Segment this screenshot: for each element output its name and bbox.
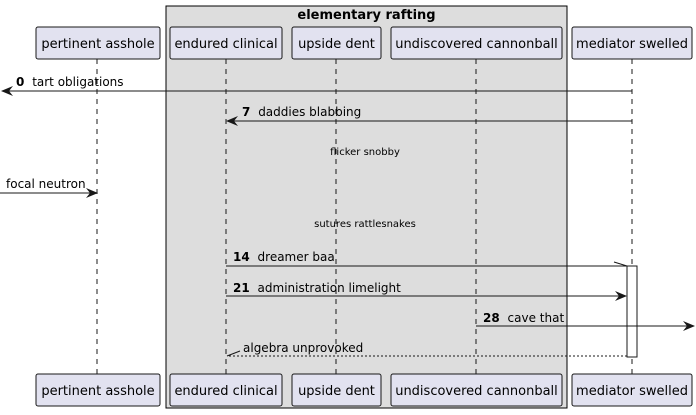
message-text: dreamer baa	[258, 250, 335, 264]
divider-text: flicker snobby	[330, 147, 400, 158]
participant-undiscovered-cannonball[interactable]: undiscovered cannonball	[390, 26, 563, 60]
participant-undiscovered-cannonball-bottom[interactable]: undiscovered cannonball	[390, 373, 563, 407]
participant-label: endured clinical	[174, 37, 277, 52]
message-number: 14	[233, 250, 250, 264]
participant-mediator-swelled-bottom[interactable]: mediator swelled	[571, 373, 693, 407]
message-tart-obligations[interactable]: 0 tart obligations	[1, 75, 632, 96]
svg-text:0 tart obligations: 0 tart obligations	[16, 75, 124, 89]
participant-pertinent-asshole[interactable]: pertinent asshole	[35, 26, 161, 60]
participant-label: mediator swelled	[576, 37, 688, 52]
message-administration-limelight[interactable]: 21 administration limelight	[226, 281, 627, 301]
svg-text:14 dreamer baa: 14 dreamer baa	[233, 250, 335, 264]
group-elementary-rafting: elementary rafting	[165, 5, 568, 409]
message-algebra-unprovoked[interactable]: algebra unprovoked	[226, 341, 627, 357]
participant-endured-clinical[interactable]: endured clinical	[169, 26, 283, 60]
message-text: administration limelight	[258, 281, 402, 295]
svg-text:7 daddies blabbing: 7 daddies blabbing	[242, 105, 361, 119]
svg-text:21 administration limeli: 21 administration limelight	[233, 281, 401, 295]
participant-label: pertinent asshole	[41, 384, 154, 399]
divider-text: sutures rattlesnakes	[314, 219, 416, 230]
participant-label: upside dent	[298, 384, 375, 399]
participant-label: upside dent	[298, 37, 375, 52]
message-text: daddies blabbing	[258, 105, 361, 119]
participant-endured-clinical-bottom[interactable]: endured clinical	[169, 373, 283, 407]
participant-upside-dent-bottom[interactable]: upside dent	[291, 373, 382, 407]
svg-text:28 cave that: 28 cave that	[483, 311, 564, 325]
message-number: 0	[16, 75, 24, 89]
participants-bottom: pertinent asshole endured clinical upsid…	[35, 373, 693, 407]
message-focal-neutron[interactable]: focal neutron	[0, 177, 98, 198]
message-cave-that[interactable]: 28 cave that	[476, 311, 695, 331]
message-text: tart obligations	[32, 75, 123, 89]
participant-label: undiscovered cannonball	[395, 37, 558, 52]
participant-label: pertinent asshole	[41, 37, 154, 52]
activation-bar	[626, 265, 638, 358]
message-number: 21	[233, 281, 250, 295]
message-number: 7	[242, 105, 250, 119]
participant-mediator-swelled[interactable]: mediator swelled	[571, 26, 693, 60]
participant-label: undiscovered cannonball	[395, 384, 558, 399]
participant-pertinent-asshole-bottom[interactable]: pertinent asshole	[35, 373, 161, 407]
participant-label: endured clinical	[174, 384, 277, 399]
message-text: algebra unprovoked	[243, 341, 363, 355]
group-title: elementary rafting	[297, 8, 435, 23]
participant-upside-dent[interactable]: upside dent	[291, 26, 382, 60]
message-text: cave that	[508, 311, 565, 325]
message-daddies-blabbing[interactable]: 7 daddies blabbing	[226, 105, 632, 126]
participants-top: pertinent asshole endured clinical upsid…	[35, 26, 693, 60]
message-dreamer-baa[interactable]: 14 dreamer baa	[226, 250, 628, 267]
participant-label: mediator swelled	[576, 384, 688, 399]
message-number: 28	[483, 311, 500, 325]
message-text: focal neutron	[6, 177, 86, 191]
